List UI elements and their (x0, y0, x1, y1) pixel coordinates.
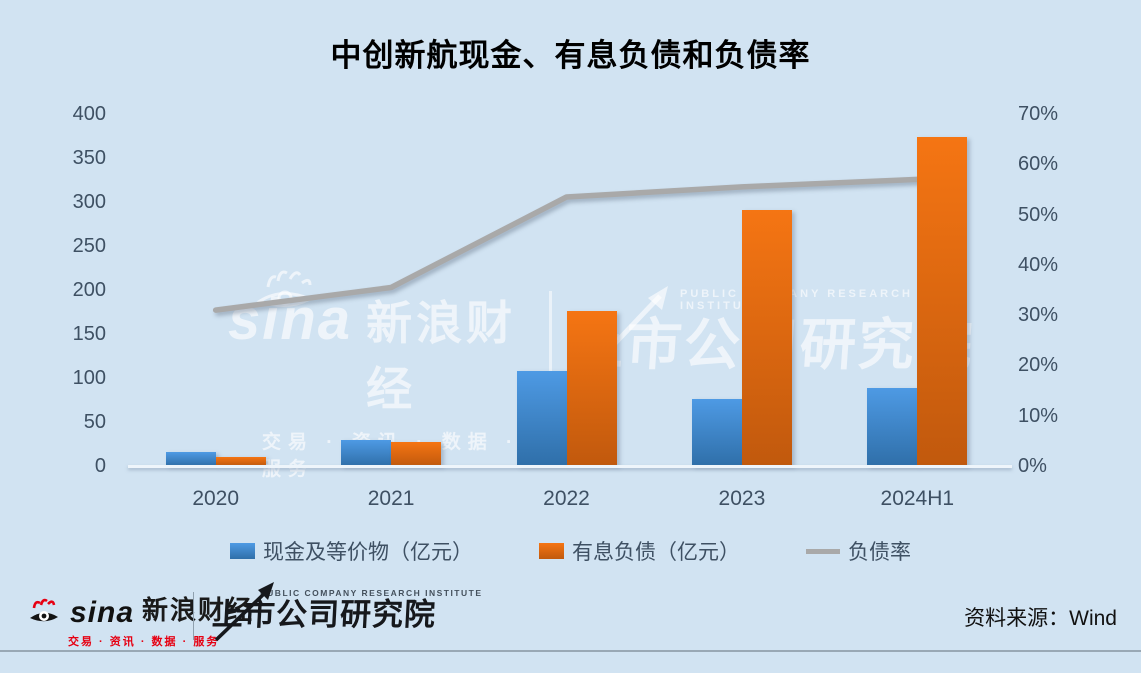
left-axis-tick: 0 (94, 455, 106, 477)
bar-cash-2022 (516, 370, 567, 466)
legend-label-cash: 现金及等价物（亿元） (263, 541, 473, 564)
bar-cash-2020 (165, 451, 216, 466)
sina-tagline-text: 交易 · 资讯 · 数据 · 服务 (68, 636, 220, 648)
right-axis-tick: 0% (1018, 455, 1047, 477)
x-axis-baseline (128, 465, 1012, 468)
footer-divider (193, 592, 194, 640)
chart-legend: 现金及等价物（亿元） 有息负债（亿元） 负债率 (0, 536, 1141, 566)
sina-eye-icon (30, 598, 58, 622)
right-axis-tick: 40% (1018, 253, 1059, 276)
right-axis-tick: 50% (1018, 203, 1059, 226)
bar-cash-2021 (341, 439, 392, 466)
x-axis-label: 2024H1 (880, 487, 955, 510)
bar-debt-2020 (215, 457, 266, 466)
left-axis-tick: 50 (83, 411, 106, 433)
orange-bar-swatch-icon (539, 543, 564, 559)
bar-cash-2023 (691, 399, 742, 466)
right-axis-tick: 30% (1018, 304, 1059, 327)
data-source: 资料来源：Wind (964, 607, 1117, 630)
chart-title: 中创新航现金、有息负债和负债率 (330, 38, 811, 73)
bottom-rule (0, 650, 1141, 652)
bar-debt-2021 (391, 442, 442, 466)
x-axis-label: 2020 (192, 487, 240, 510)
legend-item-ratio: 负债率 (806, 536, 911, 566)
gray-line-swatch-icon (806, 548, 840, 554)
right-axis-tick: 70% (1018, 103, 1059, 125)
legend-label-ratio: 负债率 (848, 541, 911, 564)
left-axis-tick: 300 (72, 191, 106, 213)
bar-debt-2022 (566, 311, 617, 466)
sina-watermark: sina 新浪财经 交易 · 资讯 · 数据 · 服务 (228, 270, 548, 481)
left-axis-tick: 400 (72, 103, 106, 125)
sina-logo: sina 新浪财经 交易 · 资讯 · 数据 · 服务 (26, 590, 254, 649)
sina-name-watermark: 新浪财经 (366, 297, 517, 415)
bar-debt-2023 (741, 209, 792, 466)
bar-cash-2024H1 (867, 387, 918, 466)
right-axis-tick: 60% (1018, 153, 1059, 176)
blue-bar-swatch-icon (230, 543, 255, 559)
institute-eng-text: PUBLIC COMPANY RESEARCH INSTITUTE (260, 588, 483, 598)
x-axis-label: 2021 (367, 487, 415, 510)
arrow-up-icon (214, 582, 274, 642)
legend-item-cash: 现金及等价物（亿元） (230, 536, 473, 566)
sina-brand-text: sina (70, 596, 135, 629)
left-axis-tick: 250 (72, 235, 106, 257)
x-axis-label: 2022 (543, 487, 590, 510)
x-axis-label: 2023 (718, 487, 766, 510)
institute-logo: PUBLIC COMPANY RESEARCH INSTITUTE 上市公司研究… (211, 582, 483, 642)
institute-eng-watermark: PUBLIC COMPANY RESEARCH INSTITUTE (680, 288, 913, 312)
watermark-divider (549, 291, 552, 377)
right-axis-tick: 10% (1018, 404, 1059, 427)
bar-debt-2024H1 (917, 136, 968, 466)
left-axis-tick: 150 (72, 323, 106, 345)
left-axis-tick: 100 (72, 367, 106, 389)
legend-item-debt: 有息负债（亿元） (539, 536, 740, 566)
right-axis-tick: 20% (1018, 354, 1059, 377)
left-axis-tick: 200 (72, 279, 106, 301)
footer: sina 新浪财经 交易 · 资讯 · 数据 · 服务 PUBLIC COMPA… (0, 582, 1141, 650)
legend-label-debt: 有息负债（亿元） (572, 541, 740, 564)
left-axis-tick: 350 (72, 147, 106, 169)
sina-name-text: 新浪财经 (142, 595, 255, 625)
